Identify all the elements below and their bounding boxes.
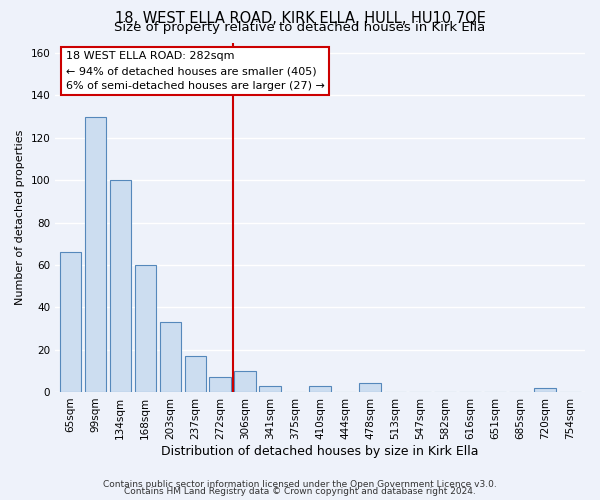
X-axis label: Distribution of detached houses by size in Kirk Ella: Distribution of detached houses by size …: [161, 444, 479, 458]
Text: Size of property relative to detached houses in Kirk Ella: Size of property relative to detached ho…: [115, 21, 485, 34]
Y-axis label: Number of detached properties: Number of detached properties: [15, 130, 25, 305]
Text: Contains public sector information licensed under the Open Government Licence v3: Contains public sector information licen…: [103, 480, 497, 489]
Bar: [59, 252, 81, 392]
Bar: [209, 377, 231, 392]
Bar: [310, 386, 331, 392]
Bar: [160, 322, 181, 392]
Text: 18 WEST ELLA ROAD: 282sqm
← 94% of detached houses are smaller (405)
6% of semi-: 18 WEST ELLA ROAD: 282sqm ← 94% of detac…: [66, 51, 325, 91]
Bar: [535, 388, 556, 392]
Bar: [235, 371, 256, 392]
Bar: [85, 116, 106, 392]
Bar: [259, 386, 281, 392]
Bar: [359, 384, 380, 392]
Bar: [134, 265, 156, 392]
Text: Contains HM Land Registry data © Crown copyright and database right 2024.: Contains HM Land Registry data © Crown c…: [124, 487, 476, 496]
Bar: [185, 356, 206, 392]
Bar: [110, 180, 131, 392]
Text: 18, WEST ELLA ROAD, KIRK ELLA, HULL, HU10 7QE: 18, WEST ELLA ROAD, KIRK ELLA, HULL, HU1…: [115, 11, 485, 26]
